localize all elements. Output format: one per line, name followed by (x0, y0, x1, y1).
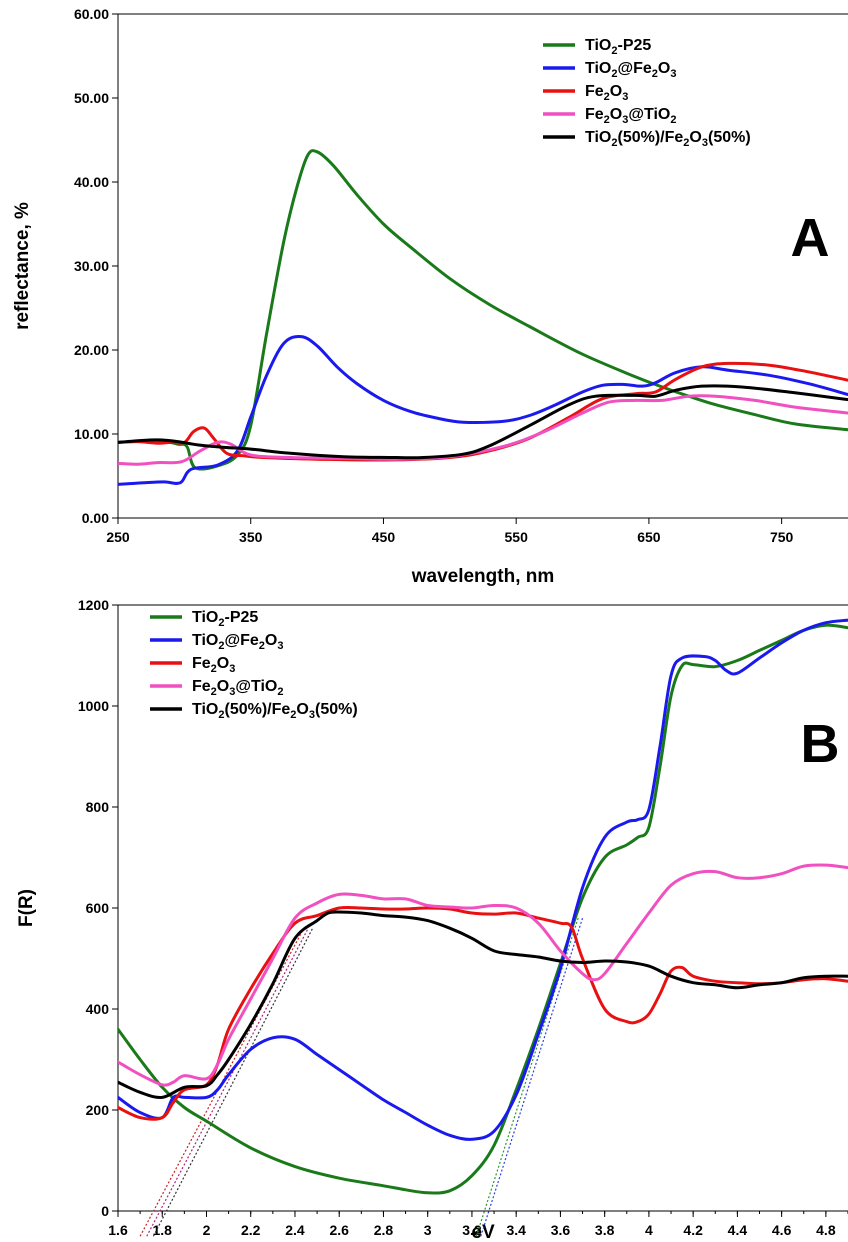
panel-b-x-tick-label: 1.6 (108, 1222, 128, 1238)
panel-b-label: B (801, 714, 840, 774)
panel-b-tangent-line (159, 927, 309, 1211)
panel-b-plot-area (118, 618, 848, 1211)
panel-b-x-tick-label: 4.8 (816, 1222, 836, 1238)
panel-b-legend-label: TiO2(50%)/Fe2O3(50%) (192, 701, 358, 721)
panel-b-x-tick-label: 4.2 (683, 1222, 703, 1238)
panel-b-legend-label: Fe2O3 (192, 655, 235, 675)
panel-b-y-tick-label: 800 (86, 799, 110, 815)
panel-a-legend: TiO2-P25 TiO2@Fe2O3 Fe2O3 Fe2O3@TiO2 TiO2(50… (543, 37, 751, 149)
panel-b-y-tick-label: 400 (86, 1001, 110, 1017)
panel-a-x-tick-label: 750 (770, 529, 794, 545)
panel-b-series-fe2o3-tio2 (118, 863, 848, 1087)
panel-a-x-tick-label: 650 (637, 529, 661, 545)
panel-b-y-tick-label: 1000 (78, 698, 109, 714)
panel-b-x-axis-label: eV (471, 1222, 495, 1242)
panel-b-x-tick-label: 3 (424, 1222, 432, 1238)
panel-b-tangent-line (165, 927, 314, 1211)
panel-b-x-tick-label: 1.8 (153, 1222, 173, 1238)
panel-a-x-tick-label: 450 (372, 529, 396, 545)
panel-b-x-tick-label: 3.6 (551, 1222, 571, 1238)
panel-a-legend-label: TiO2@Fe2O3 (585, 60, 676, 80)
panel-b-series-tio2-fe2o3 (118, 618, 848, 1141)
panel-a-legend-label: Fe2O3 (585, 83, 628, 103)
panel-a-x-tick-label: 550 (505, 529, 529, 545)
panel-b-x-tick-label: 2.4 (285, 1222, 305, 1238)
panel-a-y-tick-label: 50.00 (74, 90, 109, 106)
panel-b-x-tick-label: 2 (203, 1222, 211, 1238)
panel-b-x-tick-label: 4.4 (728, 1222, 748, 1238)
panel-b-series-tio2-50-fe2o3-50 (118, 910, 848, 1100)
panel-b-x-tick-label: 3.4 (506, 1222, 526, 1238)
panel-a-x-tick-label: 350 (239, 529, 263, 545)
panel-a-y-tick-label: 30.00 (74, 258, 109, 274)
panel-a-legend-label: TiO2-P25 (585, 37, 651, 57)
panel-b-x-tick-label: 4 (645, 1222, 653, 1238)
panel-b-tangent-line-tail (480, 1210, 490, 1237)
panel-a-series-tio2-50-fe2o3-50 (118, 384, 848, 460)
panel-b-y-tick-label: 0 (101, 1203, 109, 1219)
panel-a-legend-label: Fe2O3@TiO2 (585, 106, 676, 126)
panel-a-x-axis-label: wavelength, nm (411, 566, 555, 587)
panel-b-tangent-extension (139, 1210, 490, 1237)
panel-b-tangent-line-tail (475, 1210, 486, 1237)
panel-a-legend-label: TiO2(50%)/Fe2O3(50%) (585, 129, 751, 149)
panel-b-legend-label: Fe2O3@TiO2 (192, 678, 283, 698)
panel-b-x-tick-label: 2.2 (241, 1222, 261, 1238)
panel-b-x-tick-label: 2.8 (374, 1222, 394, 1238)
panel-b-tangent-line (488, 917, 584, 1211)
panel-b-x-tick-label: 4.6 (772, 1222, 792, 1238)
panel-b-x-tick-label: 2.6 (329, 1222, 349, 1238)
panel-b-y-tick-label: 200 (86, 1102, 110, 1118)
panel-b-tangent-line (483, 917, 579, 1211)
panel-b-y-tick-label: 600 (86, 900, 110, 916)
panel-a-x-tick-label: 250 (106, 529, 130, 545)
panel-b-y-tick-label: 1200 (78, 597, 109, 613)
panel-b-tangent-line-tail (146, 1210, 161, 1237)
panel-b-x-tick-label: 3.2 (462, 1222, 482, 1238)
panel-a-y-tick-label: 10.00 (74, 426, 109, 442)
panel-a-label: A (791, 208, 830, 268)
chart-panel-a: 0.00 10.00 20.00 30.00 40.00 50.00 60.00 250 350… (12, 6, 848, 587)
panel-b-x-tick-label: 3.8 (595, 1222, 615, 1238)
panel-b-tangent-line-tail (139, 1210, 155, 1237)
panel-a-series-tio2-fe2o3 (118, 334, 848, 486)
panel-a-y-tick-label: 60.00 (74, 6, 109, 22)
panel-a-y-axis-label: reflectance, % (12, 202, 33, 330)
panel-b-legend-label: TiO2-P25 (192, 609, 258, 629)
panel-a-y-tick-label: 0.00 (82, 510, 109, 526)
panel-a-y-tick-label: 40.00 (74, 174, 109, 190)
panel-b-tangent-line-tail (152, 1210, 167, 1237)
panel-a-y-tick-label: 20.00 (74, 342, 109, 358)
panel-b-y-axis-label: F(R) (16, 889, 37, 927)
panel-b-legend-label: TiO2@Fe2O3 (192, 632, 283, 652)
chart-panel-b: 0 200 400 600 800 1000 1200 1.6 1.8 2 2.2 2.4 2.6 2.8… (16, 597, 848, 1242)
panel-b-legend: TiO2-P25 TiO2@Fe2O3 Fe2O3 Fe2O3@TiO2 TiO2(50… (150, 609, 358, 721)
panel-a-plot-area (118, 149, 848, 486)
panel-b-series-fe2o3 (118, 905, 848, 1121)
